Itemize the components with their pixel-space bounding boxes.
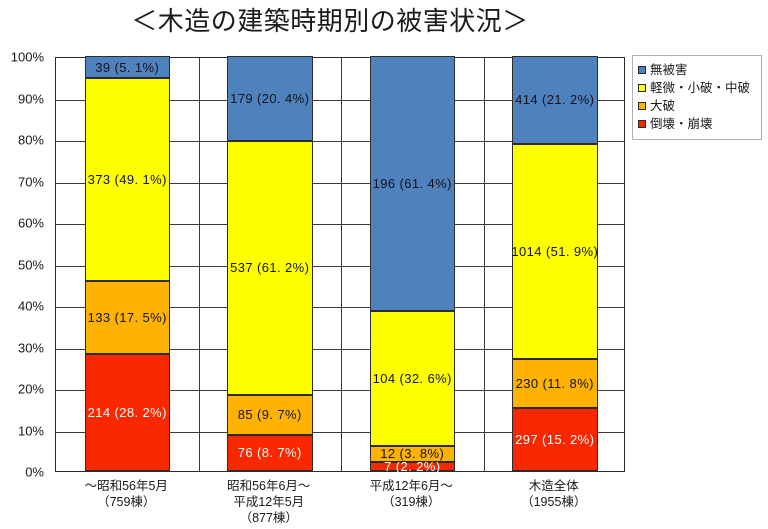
gridline-horizontal	[56, 431, 624, 433]
chart-legend: 無被害軽微・小破・中破 大破倒壊・崩壊	[632, 55, 762, 140]
bar-segment-label: 179 (20. 4%)	[230, 90, 310, 106]
stacked-bar[interactable]: 297 (15. 2%) 230 (11. 8%) 1014 (51. 9%) 414…	[511, 55, 599, 471]
x-axis-category-line: （319棟）	[382, 495, 441, 509]
bar-segment[interactable]: 12 (3. 8%)	[369, 446, 455, 462]
bar-segment[interactable]: 196 (61. 4%)	[369, 56, 455, 311]
x-axis-category-line: 昭和56年6月～	[227, 479, 311, 493]
y-axis-tick-label: 50%	[17, 257, 44, 272]
bar-segment[interactable]: 39 (5. 1%)	[84, 56, 170, 78]
y-axis-tick-label: 80%	[17, 132, 44, 148]
gridline-horizontal	[56, 348, 624, 350]
bar-segment-label: 537 (61. 2%)	[230, 260, 310, 276]
gridline-vertical	[483, 58, 485, 471]
bar-column[interactable]: 7 (2. 2%) 12 (3. 8%) 104 (32. 6%) 196 (61. …	[369, 56, 455, 474]
bar-segment-label: 39 (5. 1%)	[95, 59, 160, 75]
chart-title: ＜木造の建築時期別の被害状況＞	[131, 6, 529, 36]
legend-color-swatch	[638, 102, 646, 110]
x-axis-category-line: 平成12年6月～	[369, 479, 453, 493]
legend-item-label: 倒壊・崩壊	[650, 116, 713, 131]
bar-segment-label: 297 (15. 2%)	[515, 431, 595, 447]
legend-item-label: 大破	[650, 98, 676, 113]
gridline-horizontal	[56, 141, 624, 142]
legend-color-swatch	[638, 120, 646, 128]
bar-segment[interactable]: 104 (32. 6%)	[369, 310, 455, 447]
bar-segment-label: 7 (2. 2%)	[384, 458, 441, 474]
x-axis-category-line: （759棟）	[97, 495, 156, 509]
gridline-horizontal	[56, 265, 624, 267]
bar-segment[interactable]: 373 (49. 1%)	[84, 77, 170, 282]
gridline-horizontal	[56, 99, 624, 101]
gridline-horizontal	[56, 182, 624, 184]
bar-segment[interactable]: 179 (20. 4%)	[227, 56, 313, 141]
bar-segment[interactable]: 537 (61. 2%)	[227, 140, 313, 395]
gridline-vertical	[198, 58, 200, 471]
y-axis-tick-label: 0%	[25, 464, 44, 480]
bar-column[interactable]: 297 (15. 2%) 230 (11. 8%) 1014 (51. 9%) 414…	[511, 55, 599, 471]
bar-segment-label: 104 (32. 6%)	[372, 370, 452, 386]
x-axis-category-line: 木造全体	[528, 479, 579, 493]
bar-segment[interactable]: 297 (15. 2%)	[512, 407, 598, 471]
bar-column[interactable]: 76 (8. 7%) 85 (9. 7%) 537 (61. 2%) 179 (20.…	[227, 56, 313, 471]
bar-segment[interactable]: 7 (2. 2%)	[369, 458, 455, 474]
bar-segment-label: 196 (61. 4%)	[372, 175, 452, 191]
y-axis-tick-label: 10%	[17, 423, 44, 438]
bar-segment[interactable]: 230 (11. 8%)	[512, 358, 598, 408]
x-axis-category-label: ～昭和56年5月 （759棟）	[55, 478, 198, 510]
plot-area: 214 (28. 2%) 133 (17. 5%) 373 (49. 1%) 39 (…	[55, 55, 625, 474]
x-axis-category-line: （1955棟）	[521, 495, 587, 509]
x-axis-category-line: （877棟）	[239, 511, 298, 525]
legend-color-swatch	[638, 66, 646, 74]
y-axis: 100% 90% 80% 70% 60% 50% 40% 30% 20% 10% 0%	[0, 50, 50, 480]
x-axis-category-line: 平成12年5月	[233, 495, 305, 509]
bar-column[interactable]: 214 (28. 2%) 133 (17. 5%) 373 (49. 1%) 39 (…	[84, 56, 170, 471]
legend-color-swatch	[638, 84, 646, 92]
legend-item-label: 軽微・小破・中破	[650, 80, 751, 95]
stacked-bar[interactable]: 76 (8. 7%) 85 (9. 7%) 537 (61. 2%) 179 (20.…	[227, 56, 313, 471]
bar-segment[interactable]: 414 (21. 2%)	[512, 55, 598, 144]
bar-segment[interactable]: 76 (8. 7%)	[227, 434, 313, 471]
x-axis-category-label: 昭和56年6月～ 平成12年5月 （877棟）	[198, 478, 341, 526]
legend-item[interactable]: 軽微・小破・中破	[638, 79, 757, 97]
bar-segment-label: 1014 (51. 9%)	[511, 243, 599, 259]
bar-segment-label: 414 (21. 2%)	[515, 92, 595, 108]
bar-segment[interactable]: 85 (9. 7%)	[227, 394, 313, 435]
y-axis-tick-label: 70%	[17, 174, 44, 189]
gridline-vertical	[341, 58, 342, 471]
x-axis: ～昭和56年5月 （759棟） 昭和56年6月～ 平成12年5月 （877棟） 平成12年…	[55, 478, 625, 528]
x-axis-category-line: ～昭和56年5月	[84, 479, 168, 493]
bar-segment-label: 76 (8. 7%)	[237, 445, 302, 461]
bar-segment-label: 230 (11. 8%)	[515, 375, 594, 391]
bar-segment-label: 12 (3. 8%)	[380, 446, 445, 462]
stacked-bar[interactable]: 214 (28. 2%) 133 (17. 5%) 373 (49. 1%) 39 (…	[84, 56, 170, 471]
stacked-bar[interactable]: 7 (2. 2%) 12 (3. 8%) 104 (32. 6%) 196 (61. …	[369, 56, 455, 474]
bar-segment-label: 133 (17. 5%)	[87, 310, 167, 326]
y-axis-tick-label: 20%	[17, 381, 44, 397]
y-axis-tick-label: 90%	[17, 91, 44, 106]
y-axis-tick-label: 100%	[10, 49, 44, 65]
x-axis-category-label: 木造全体 （1955棟）	[483, 478, 626, 510]
gridline-horizontal	[56, 307, 624, 308]
y-axis-tick-label: 60%	[17, 215, 44, 231]
gridline-horizontal	[56, 224, 624, 225]
legend-item[interactable]: 倒壊・崩壊	[638, 115, 757, 133]
gridline-horizontal	[56, 390, 624, 391]
bar-segment-label: 373 (49. 1%)	[87, 171, 167, 187]
bar-segment-label: 214 (28. 2%)	[87, 404, 167, 420]
y-axis-tick-label: 40%	[17, 298, 44, 314]
bar-segment[interactable]: 1014 (51. 9%)	[511, 143, 599, 359]
legend-item[interactable]: 無被害	[638, 61, 757, 79]
y-axis-tick-label: 30%	[17, 340, 44, 355]
legend-item[interactable]: 大破	[638, 97, 757, 115]
legend-item-label: 無被害	[650, 62, 688, 77]
bar-segment-label: 85 (9. 7%)	[237, 407, 302, 423]
bar-segment[interactable]: 214 (28. 2%)	[84, 353, 170, 471]
bar-segment[interactable]: 133 (17. 5%)	[84, 281, 170, 354]
x-axis-category-label: 平成12年6月～ （319棟）	[340, 478, 483, 510]
